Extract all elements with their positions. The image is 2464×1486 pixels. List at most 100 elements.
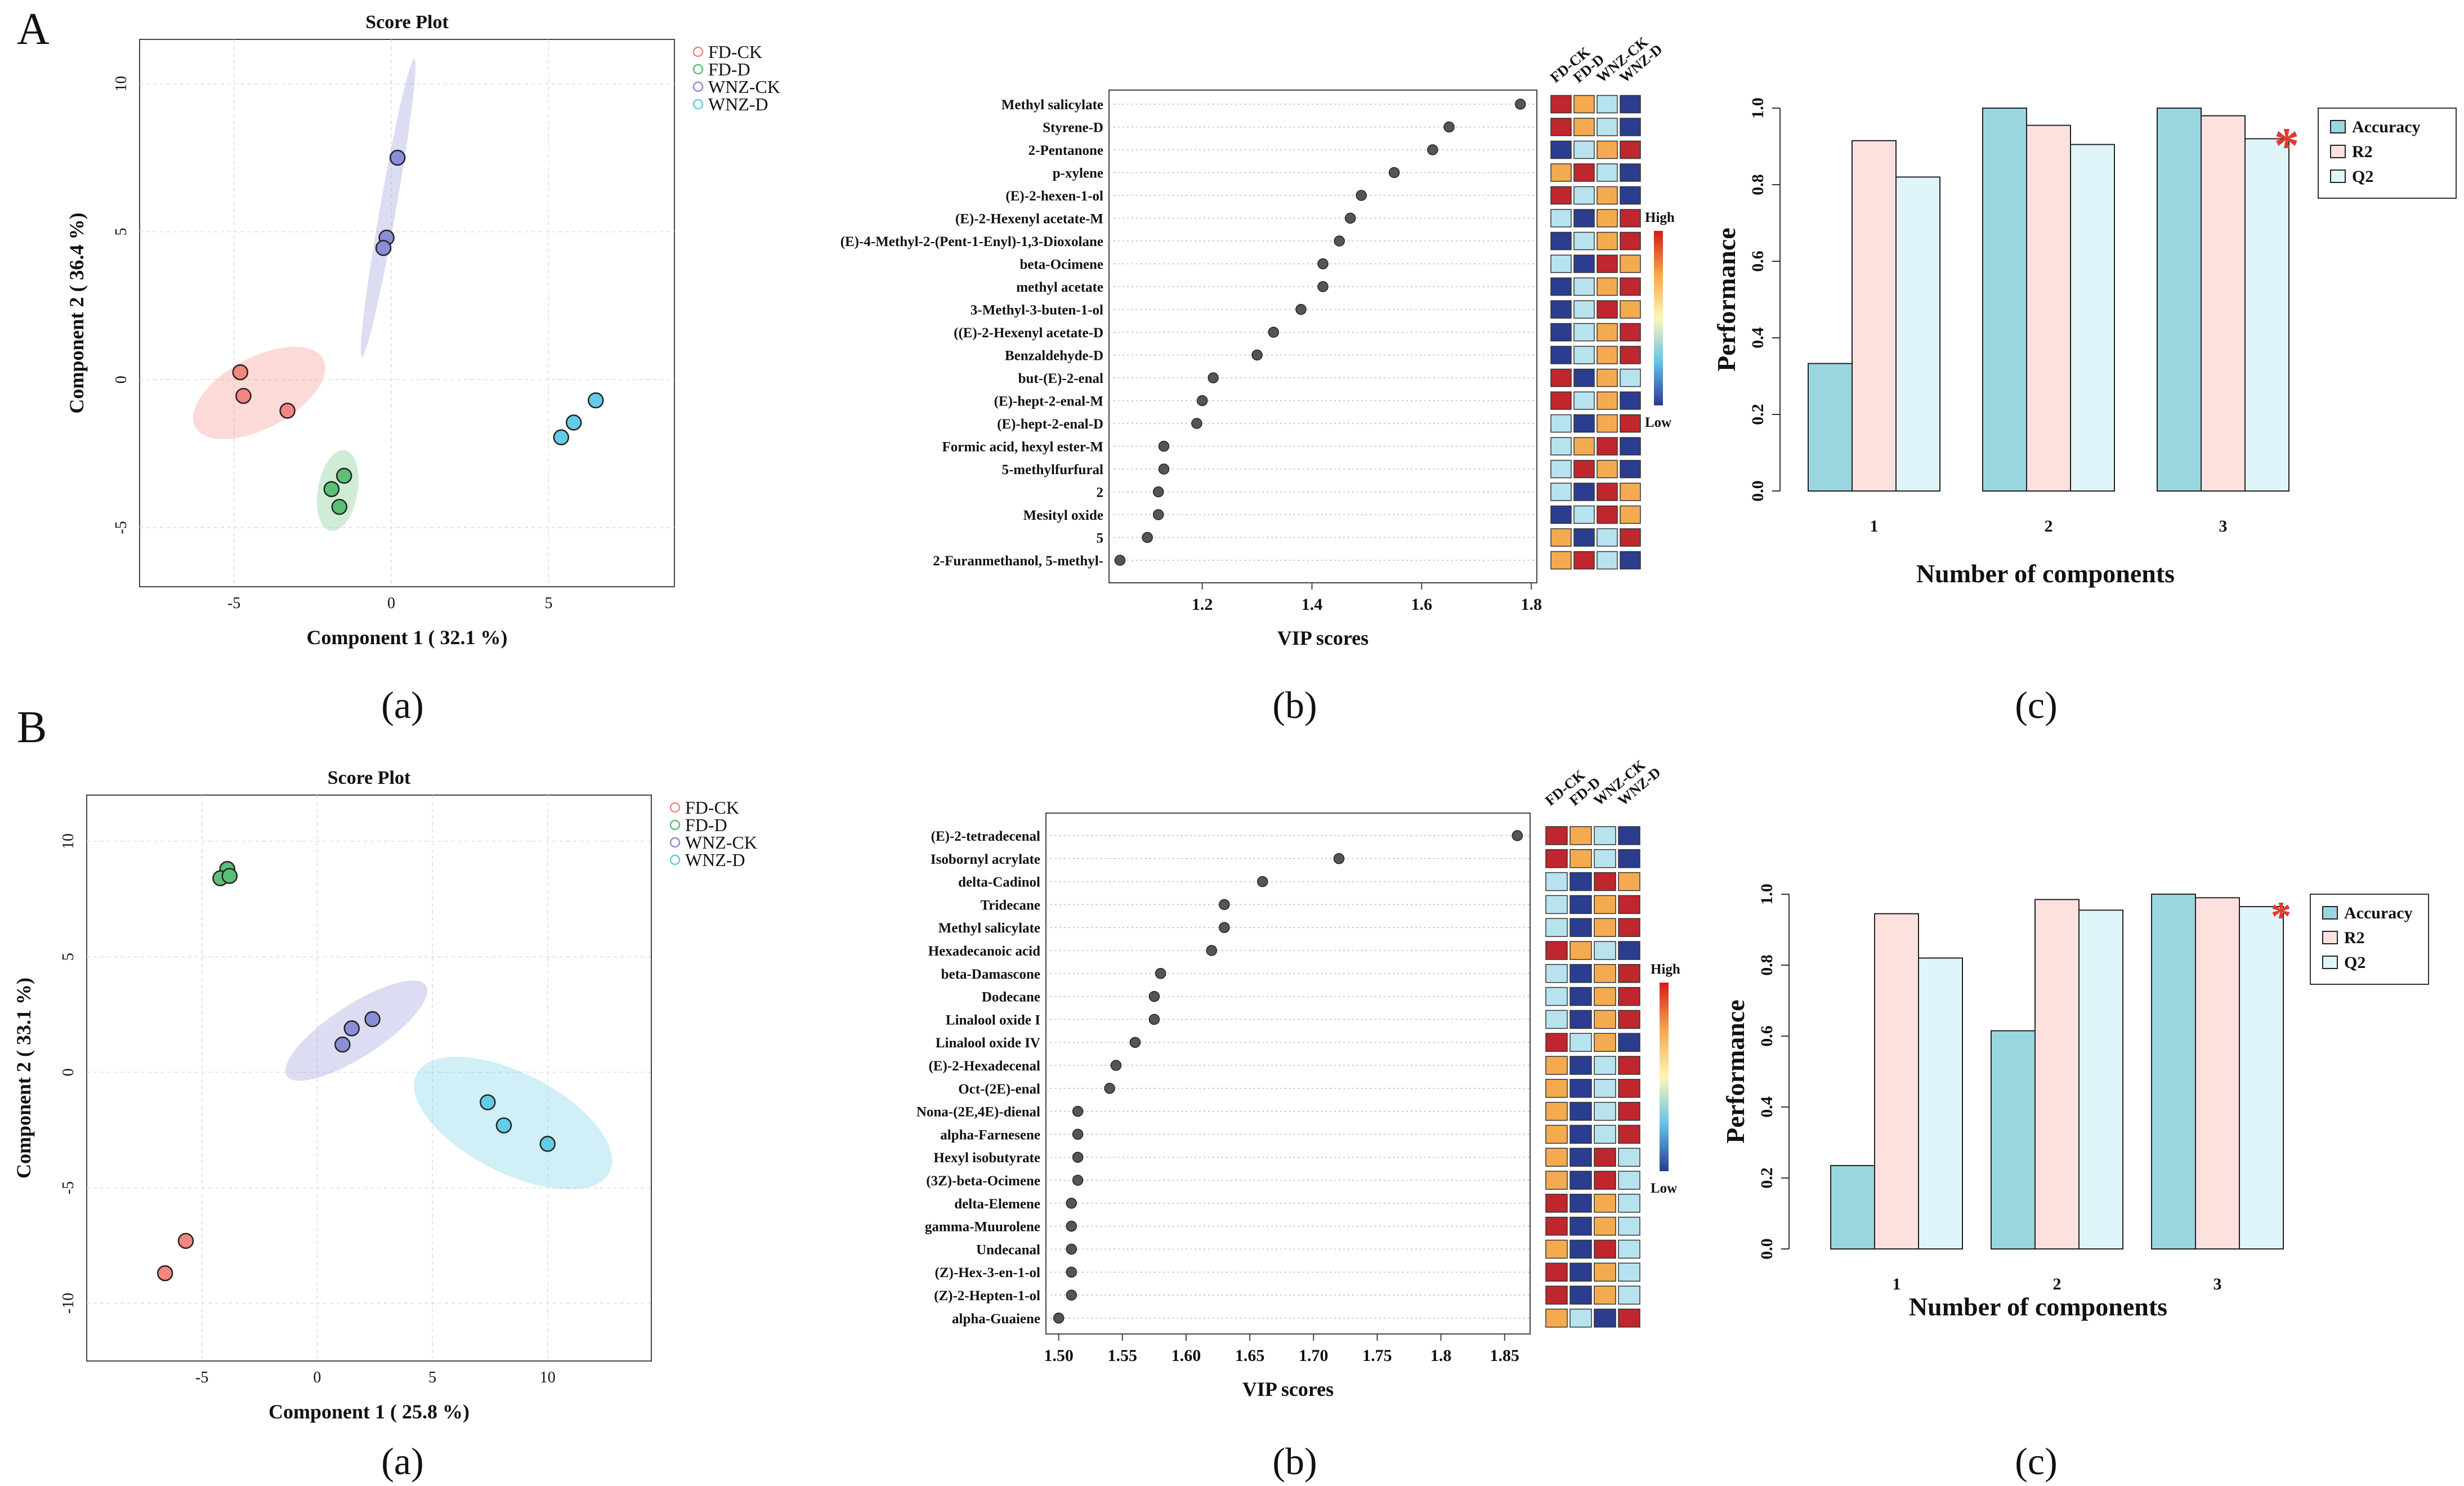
y-tick-label: 0.6 — [1758, 1025, 1776, 1047]
panel-letter-A: A — [17, 5, 50, 54]
sample-point — [495, 1117, 512, 1134]
bar-r2 — [2195, 897, 2240, 1250]
heatmap-cell — [1594, 1239, 1616, 1259]
y-tick-label: 10 — [60, 833, 77, 849]
heatmap-cell — [1618, 1216, 1640, 1236]
x-tick-label: 2 — [2053, 1275, 2061, 1293]
compound-label: Hexadecanoic acid — [928, 944, 1040, 959]
heatmap-cell — [1569, 1239, 1592, 1259]
x-tick-label: 1.60 — [1171, 1346, 1201, 1365]
bar-q2 — [2244, 138, 2289, 492]
heatmap-cell — [1569, 941, 1592, 960]
sample-point — [279, 403, 296, 419]
heatmap-cell — [1550, 163, 1572, 182]
heatmap-cell — [1569, 1033, 1592, 1052]
vip-dot — [1072, 1152, 1084, 1163]
heatmap-cell — [1545, 849, 1568, 868]
heatmap-cell — [1620, 95, 1641, 114]
vip-plot-A: Methyl salicylate Styrene-D 2-Pentanone p-x… — [840, 33, 1675, 649]
sample-point — [389, 149, 406, 166]
sample-point — [364, 1011, 381, 1028]
x-axis-label: VIP scores — [1277, 627, 1369, 649]
heatmap-cell — [1569, 1286, 1592, 1305]
heatmap-cell — [1545, 895, 1568, 914]
heatmap-cell — [1597, 459, 1618, 479]
heatmap-cell — [1569, 826, 1592, 845]
score-plot-title: Score Plot — [328, 767, 411, 788]
color-scale-bar — [1654, 231, 1663, 405]
heatmap-cell — [1597, 255, 1618, 273]
heatmap-cell — [1573, 368, 1595, 387]
heatmap-cell — [1545, 1286, 1568, 1305]
heatmap-cell — [1594, 987, 1616, 1006]
heatmap-cell — [1597, 323, 1618, 342]
y-tick-label: 5 — [113, 228, 130, 236]
caption-A-a: (a) — [381, 684, 423, 726]
heatmap-cell — [1550, 483, 1572, 501]
vip-dot — [1251, 349, 1263, 361]
heatmap-cell — [1620, 414, 1641, 433]
heatmap-cell — [1594, 941, 1616, 960]
bar-accuracy — [1982, 108, 2027, 492]
heatmap-cell — [1594, 1148, 1616, 1167]
x-tick-label: 5 — [544, 595, 552, 612]
vip-dot — [1152, 509, 1164, 520]
heatmap-cell — [1545, 1056, 1568, 1075]
bar-r2 — [2026, 124, 2071, 492]
heatmap-cell — [1550, 505, 1572, 524]
legend-marker — [669, 819, 681, 831]
compound-label: beta-Damascone — [941, 967, 1040, 982]
heatmap-cell — [1618, 1148, 1640, 1167]
sample-point — [343, 1020, 360, 1037]
vip-dot — [1110, 1060, 1122, 1071]
heatmap-cell — [1597, 277, 1618, 296]
bar-accuracy — [2151, 894, 2196, 1250]
compound-label: gamma-Muurolene — [925, 1220, 1040, 1235]
heatmap-cell — [1573, 528, 1595, 547]
heatmap-cell — [1597, 391, 1618, 410]
legend-label: Accuracy — [2344, 904, 2413, 922]
heatmap-cell — [1550, 346, 1572, 364]
bar-r2 — [2034, 899, 2080, 1250]
compound-label: 2 — [1097, 485, 1104, 501]
heatmap-cell — [1597, 209, 1618, 227]
heatmap-cell — [1569, 1101, 1592, 1121]
heatmap-cell — [1550, 528, 1572, 547]
color-scale-low: Low — [1651, 1181, 1677, 1196]
heatmap-cell — [1573, 277, 1595, 296]
heatmap-cell — [1545, 987, 1568, 1006]
y-tick-label: 0.2 — [1748, 404, 1767, 425]
sample-point — [565, 414, 582, 431]
compound-label: (3Z)-beta-Ocimene — [926, 1173, 1040, 1189]
heatmap-cell — [1597, 437, 1618, 456]
heatmap-cell — [1618, 1101, 1640, 1121]
y-tick-label: 10 — [113, 76, 130, 92]
y-tick-label: 0.6 — [1748, 251, 1767, 272]
heatmap-cell — [1597, 300, 1618, 319]
heatmap-cell — [1550, 437, 1572, 456]
heatmap-cell — [1597, 368, 1618, 387]
heatmap-cell — [1573, 437, 1595, 456]
compound-label: Mesityl oxide — [1023, 508, 1103, 523]
y-tick-label: -5 — [113, 521, 130, 534]
heatmap-cell — [1573, 140, 1595, 159]
y-tick-label: -10 — [60, 1293, 77, 1314]
compound-label: 5-methylfurfural — [1001, 462, 1103, 478]
heatmap-cell — [1594, 1056, 1616, 1075]
vip-dot — [1208, 372, 1219, 383]
heatmap-cell — [1594, 1216, 1616, 1236]
heatmap-cell — [1618, 849, 1640, 868]
vip-dot — [1142, 532, 1153, 543]
heatmap-cell — [1545, 941, 1568, 960]
compound-label: delta-Cadinol — [958, 875, 1040, 890]
significance-star: * — [2274, 118, 2300, 173]
compound-label: Methyl salicylate — [1001, 97, 1103, 113]
y-tick-label: 0 — [113, 376, 130, 383]
heatmap-cell — [1597, 118, 1618, 136]
heatmap-cell — [1573, 483, 1595, 501]
heatmap-cell — [1573, 163, 1595, 182]
vip-dot — [1053, 1313, 1065, 1324]
compound-label: (Z)-Hex-3-en-1-ol — [935, 1265, 1040, 1280]
compound-label: 2-Pentanone — [1028, 143, 1103, 158]
x-tick-label: 5 — [428, 1369, 436, 1386]
